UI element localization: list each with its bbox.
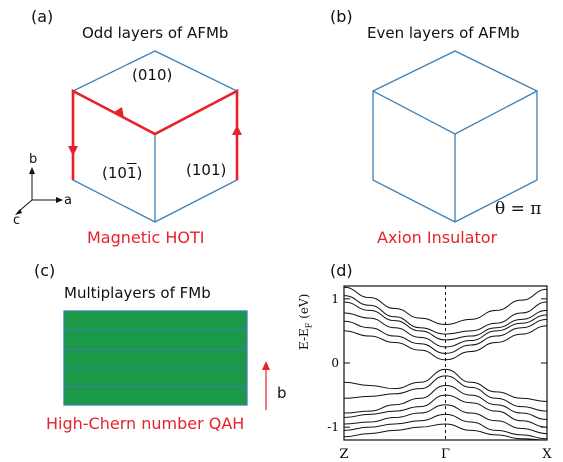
panel-d-label: (d) [330, 261, 353, 280]
theta-label: θ = π [495, 199, 542, 219]
band-line-12 [344, 423, 547, 440]
axis-c-arrowhead [15, 209, 22, 215]
band-line-2 [344, 301, 547, 341]
band-line-8 [344, 384, 547, 420]
panel-c-layer-stack [63, 310, 248, 406]
panel-a-arrow-left [68, 146, 78, 156]
panel-c-label: (c) [34, 261, 56, 280]
chart-frame [343, 285, 548, 441]
panel-a-arrow-right [232, 125, 242, 135]
x-tick-label-1: Γ [441, 447, 450, 462]
panel-a-arrow-upper [114, 107, 124, 118]
axis-b-arrowhead [29, 167, 35, 174]
y-tick-label-0: 1 [331, 292, 339, 306]
panel-c-arrow-label: b [277, 384, 287, 402]
face-label-10-1bar: (101) [102, 164, 143, 182]
panel-a-caption: Magnetic HOTI [87, 228, 205, 247]
panel-c-arrowhead [262, 361, 270, 370]
band-line-9 [344, 394, 547, 428]
x-tick-label-2: X [542, 447, 552, 462]
axis-a-arrowhead [56, 197, 63, 203]
panel-b-title: Even layers of AFMb [367, 24, 520, 42]
axis-b-label: b [29, 152, 38, 167]
panel-c-caption: High-Chern number QAH [46, 414, 245, 433]
panel-a-hinge-path [71, 88, 239, 180]
panel-a-label: (a) [31, 7, 54, 26]
band-line-6 [344, 368, 547, 402]
y-tick-label-2: -1 [327, 420, 339, 434]
axis-c-label: c [13, 213, 21, 228]
face-label-010: (010) [132, 66, 173, 84]
face-label-101: (101) [186, 161, 227, 179]
y-tick-label-1: 0 [331, 356, 339, 370]
panel-b-caption: Axion Insulator [377, 228, 498, 247]
band-line-7 [344, 375, 547, 412]
x-tick-label-0: Z [339, 447, 348, 462]
axis-a-label: a [64, 193, 72, 208]
panel-a-title: Odd layers of AFMb [82, 24, 229, 42]
panel-c-title: Multiplayers of FMb [64, 284, 211, 302]
band-line-10 [344, 404, 547, 435]
panel-b-label: (b) [330, 7, 353, 26]
